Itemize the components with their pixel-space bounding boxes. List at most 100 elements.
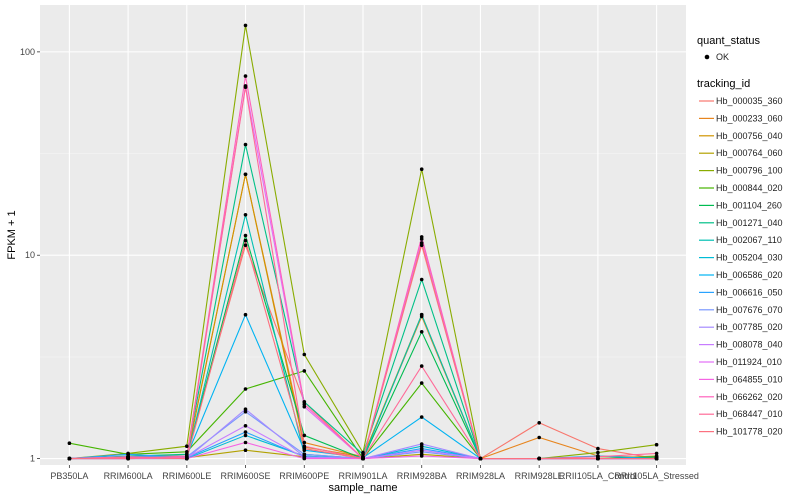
legend-label: Hb_005204_030 — [716, 253, 783, 263]
data-point — [243, 238, 248, 243]
data-point — [419, 235, 424, 239]
data-point — [419, 277, 424, 282]
x-axis-tick-label: RRIM600PE — [279, 471, 329, 481]
data-point — [654, 442, 659, 447]
legend-label: Hb_002067_110 — [716, 235, 782, 245]
legend-label: Hb_001104_260 — [716, 200, 782, 210]
data-point — [243, 74, 248, 78]
legend-label: Hb_006586_020 — [716, 270, 783, 280]
data-point — [419, 167, 424, 171]
data-point — [243, 312, 248, 317]
data-point — [419, 442, 424, 446]
x-axis-tick-label: RRII105LA_Control — [559, 471, 637, 481]
legend-label: Hb_001271_040 — [716, 218, 783, 228]
x-axis-tick-label: RRII105LA_Stressed — [614, 471, 699, 481]
data-point — [419, 330, 424, 334]
data-point — [654, 456, 659, 461]
y-axis-tick-label: 10 — [25, 250, 35, 260]
legend-ok-label: OK — [716, 52, 729, 62]
legend-label: Hb_000756_040 — [716, 131, 783, 141]
x-axis-tick-label: RRIM901LA — [338, 471, 387, 481]
data-point — [302, 369, 307, 373]
data-point — [419, 364, 424, 368]
legend-label: Hb_066262_020 — [716, 392, 783, 402]
y-axis-tick-label: 1 — [30, 454, 35, 464]
legend-ok-point-icon — [704, 54, 710, 60]
legend-items: Hb_000035_360 Hb_000233_060 Hb_000756_040 H… — [699, 96, 783, 437]
data-point — [419, 415, 424, 419]
legend-label: Hb_008078_040 — [716, 340, 783, 350]
data-point — [126, 452, 130, 457]
data-point — [185, 450, 189, 454]
x-axis-tick-label: RRIM928LA — [456, 471, 505, 481]
data-point — [302, 402, 307, 407]
legend-label: Hb_000764_060 — [716, 148, 783, 158]
x-axis-tick-label: RRIM600LA — [104, 471, 153, 481]
legend-label: Hb_068447_010 — [716, 409, 783, 419]
data-point — [67, 441, 72, 446]
data-point — [243, 142, 248, 147]
data-point — [419, 312, 424, 317]
data-point — [654, 451, 659, 456]
data-point — [243, 213, 248, 217]
data-point — [419, 448, 424, 453]
legend-label: Hb_000233_060 — [716, 113, 783, 123]
legend-label: Hb_007676_070 — [716, 305, 783, 315]
x-axis-tick-label: RRIM928BA — [397, 471, 447, 481]
data-point — [302, 456, 307, 461]
legend-tracking-id: tracking_id Hb_000035_360Hb_000233_060Hb… — [697, 78, 783, 437]
data-point — [302, 440, 307, 445]
legend-label: Hb_000844_020 — [716, 183, 783, 193]
data-point — [361, 452, 365, 457]
y-axis-tick-label: 100 — [20, 47, 35, 57]
data-point — [361, 456, 365, 461]
data-point — [302, 446, 307, 451]
data-point — [537, 435, 541, 440]
data-point — [596, 456, 600, 461]
legend-quant-status-title: quant_status — [697, 35, 760, 47]
legend-quant-status: quant_status OK — [697, 35, 760, 62]
legend-label: Hb_011924_010 — [716, 357, 782, 367]
legend-label: Hb_006616_050 — [716, 287, 783, 297]
data-point — [126, 455, 130, 460]
data-point — [419, 454, 424, 458]
data-point — [185, 454, 189, 458]
data-point — [419, 381, 424, 385]
data-point — [243, 409, 248, 414]
legend-label: Hb_007785_020 — [716, 322, 783, 332]
data-point — [243, 430, 248, 434]
legend-label: Hb_064855_010 — [716, 374, 783, 384]
data-point — [67, 456, 72, 461]
data-point — [302, 452, 307, 457]
data-point — [478, 456, 483, 461]
x-axis-tick-label: RRIM928LE — [515, 471, 564, 481]
data-point — [596, 446, 600, 451]
data-point — [243, 233, 248, 238]
x-axis-tick-label: PB350LA — [50, 471, 88, 481]
data-point — [419, 243, 424, 247]
legend-label: Hb_000035_360 — [716, 96, 783, 106]
legend-label: Hb_000796_100 — [716, 166, 783, 176]
legend-label: Hb_101778_020 — [716, 427, 783, 437]
x-axis-tick-label: RRIM600LE — [162, 471, 211, 481]
y-axis-title: FPKM + 1 — [6, 210, 18, 259]
data-point — [243, 387, 248, 391]
data-point — [185, 456, 189, 461]
data-point — [243, 243, 248, 247]
data-point — [243, 433, 248, 438]
data-point — [302, 352, 307, 357]
y-axis: 1 10 100 — [20, 47, 40, 464]
data-point — [185, 444, 189, 449]
data-points — [67, 23, 659, 461]
data-point — [243, 407, 248, 412]
legend-tracking-id-title: tracking_id — [697, 78, 750, 90]
data-point — [243, 172, 248, 177]
data-point — [243, 440, 248, 445]
data-point — [243, 85, 248, 89]
data-point — [537, 421, 541, 425]
data-point — [537, 456, 541, 461]
data-point — [302, 433, 307, 438]
data-point — [596, 450, 600, 455]
x-axis-title: sample_name — [328, 482, 397, 494]
